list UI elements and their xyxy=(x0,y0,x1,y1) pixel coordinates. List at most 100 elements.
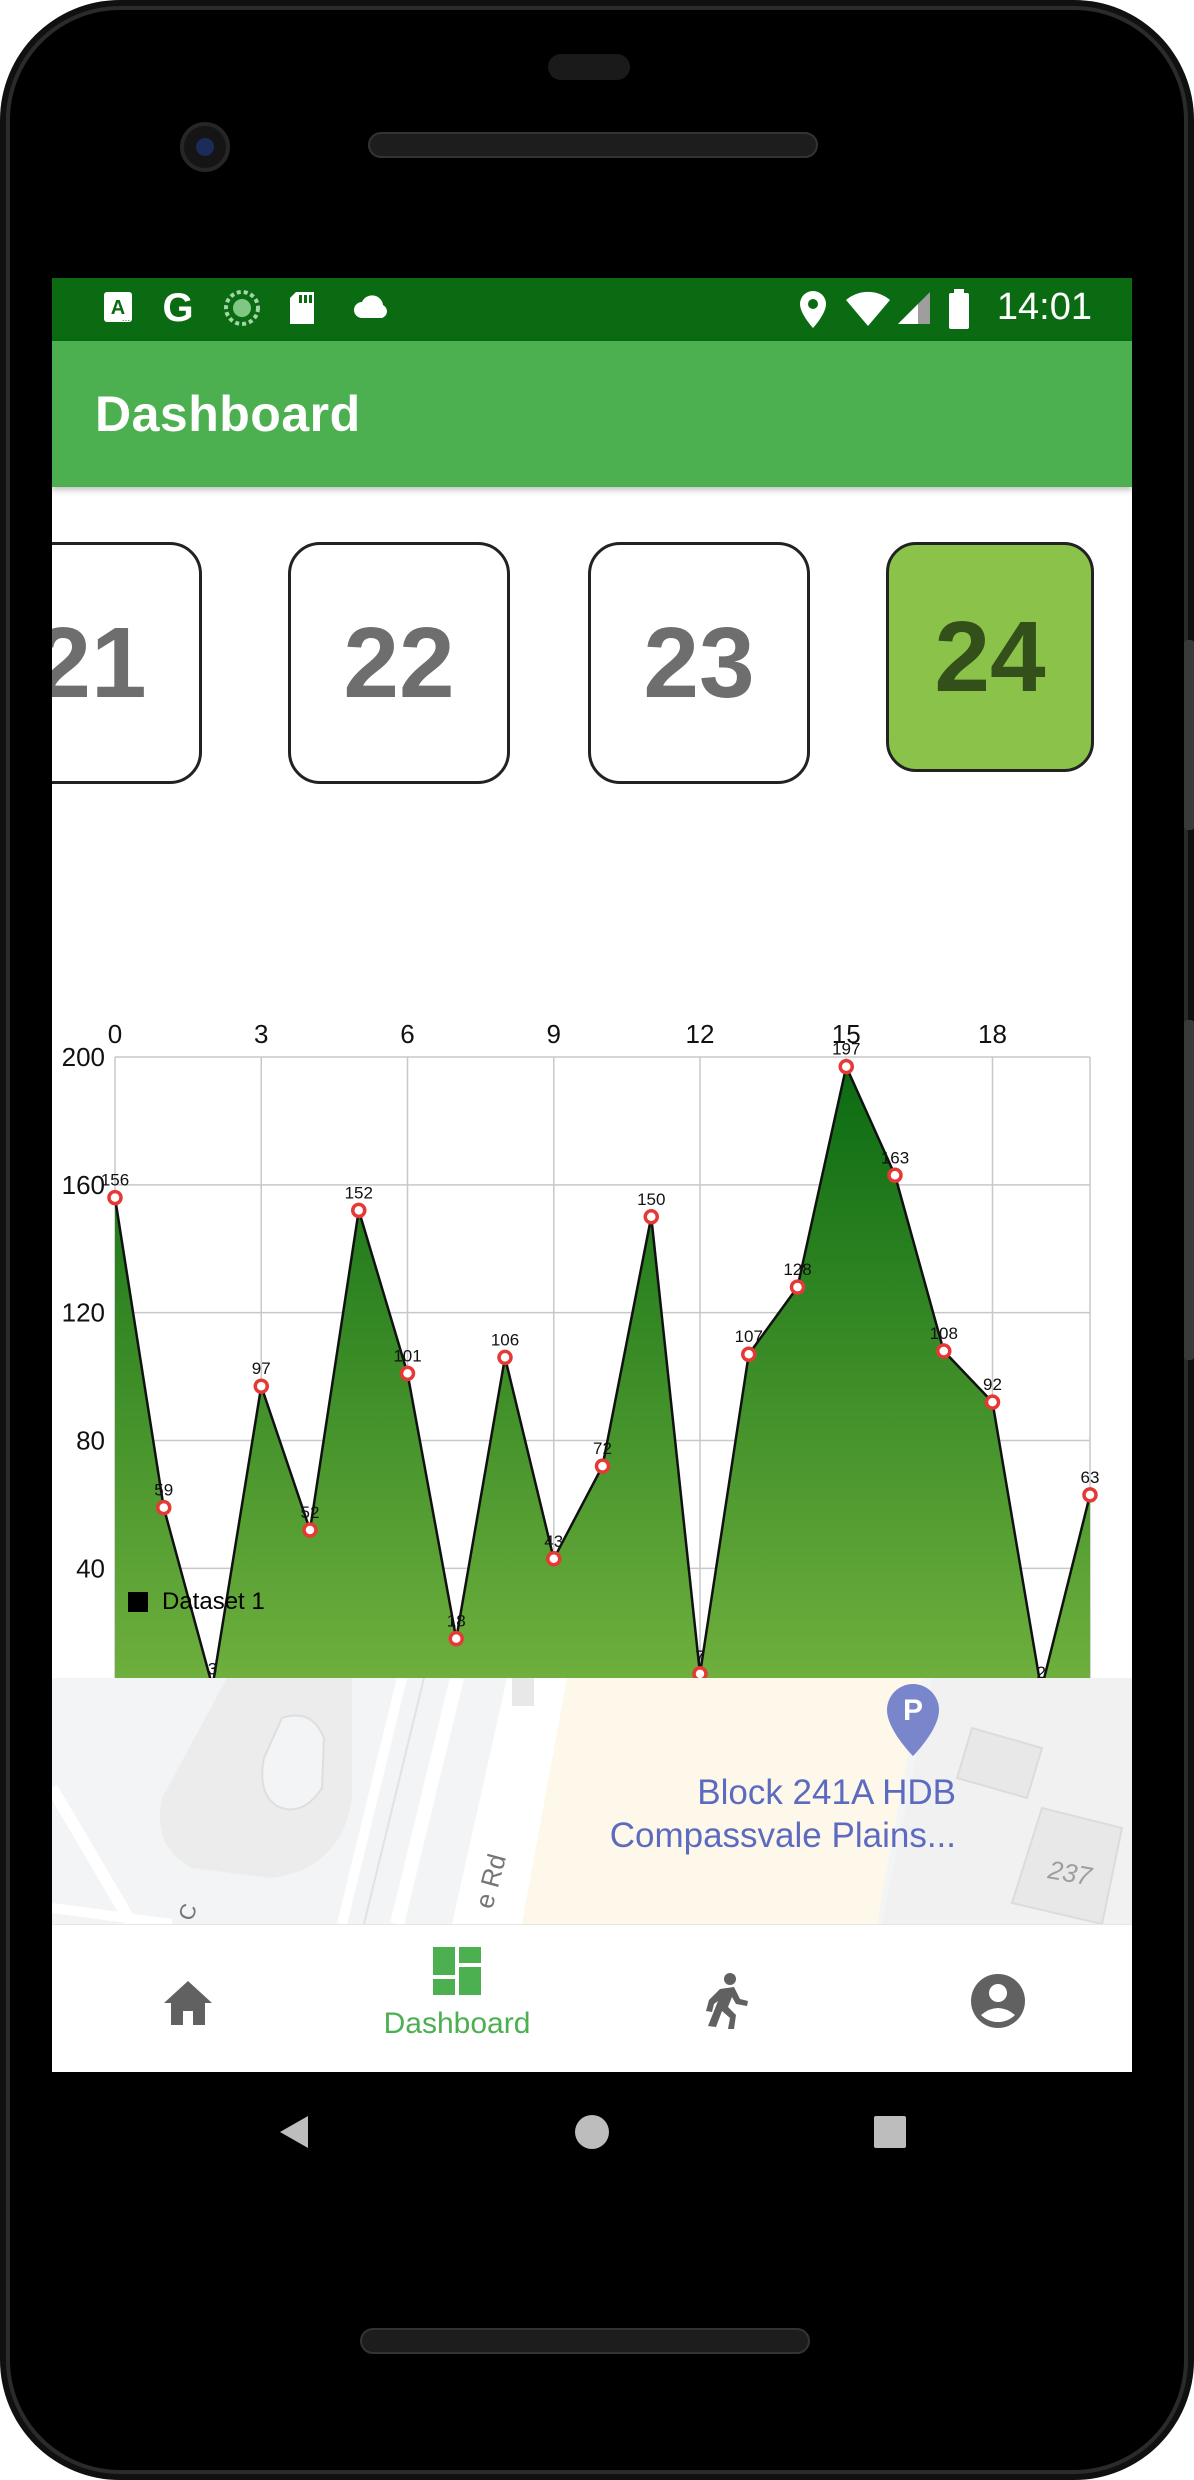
x-tick-label: 3 xyxy=(254,1019,268,1049)
nav-dashboard-label: Dashboard xyxy=(383,2007,531,2040)
running-icon xyxy=(706,1973,748,2029)
bottom-speaker xyxy=(360,2328,810,2354)
data-point xyxy=(838,1058,854,1075)
data-point xyxy=(594,1458,611,1474)
volume-button xyxy=(1184,1020,1194,1360)
map-place-label-line1: Block 241A HDB xyxy=(697,1773,956,1812)
area-chart: 20016012080400-4003691215181565939752152… xyxy=(62,1019,1100,1856)
x-tick-label: 9 xyxy=(547,1019,561,1049)
home-icon xyxy=(164,1981,212,2025)
power-button xyxy=(1184,640,1194,830)
status-clock: 14:01 xyxy=(996,286,1092,328)
nav-activity[interactable] xyxy=(592,1925,862,2072)
data-label: 43 xyxy=(544,1532,563,1551)
system-navigation xyxy=(0,2072,1194,2192)
series-area xyxy=(115,1066,1090,1856)
x-tick-label: 12 xyxy=(686,1019,715,1049)
sd-card-icon xyxy=(290,292,314,324)
x-tick-label: 0 xyxy=(108,1019,122,1049)
data-label: 197 xyxy=(832,1040,860,1059)
data-label: 63 xyxy=(1081,1468,1100,1487)
data-label: 106 xyxy=(491,1330,519,1349)
recents-icon[interactable] xyxy=(870,2112,910,2152)
map-view[interactable]: 237 e Rd C P Block 241A HDB Compassvale … xyxy=(52,1678,1132,1924)
data-point xyxy=(789,1279,806,1295)
data-label: 107 xyxy=(735,1327,763,1346)
screen: A … G 14:01 xyxy=(52,278,1132,2072)
y-tick-label: 200 xyxy=(62,1042,105,1072)
back-icon[interactable] xyxy=(274,2112,314,2152)
home-circle-icon[interactable] xyxy=(572,2112,612,2152)
nav-profile[interactable] xyxy=(862,1925,1132,2072)
data-label: 97 xyxy=(252,1359,271,1378)
map-place-label-line2: Compassvale Plains... xyxy=(609,1816,956,1855)
svg-text:G: G xyxy=(162,288,193,328)
data-point xyxy=(984,1394,1001,1410)
day-card-22[interactable]: 22 xyxy=(288,542,510,784)
svg-text:A: A xyxy=(111,297,125,319)
data-label: 163 xyxy=(881,1148,909,1167)
wifi-icon xyxy=(846,291,890,326)
earpiece-speaker xyxy=(368,132,818,158)
page-title: Dashboard xyxy=(95,386,361,442)
data-point xyxy=(936,1343,952,1359)
nav-dashboard-active[interactable]: Dashboard xyxy=(322,1925,592,2072)
data-label: 3 xyxy=(208,1660,217,1679)
y-tick-label: 120 xyxy=(62,1298,105,1328)
y-tick-label: 40 xyxy=(76,1553,105,1583)
day-number: 22 xyxy=(343,607,455,719)
x-tick-label: 6 xyxy=(400,1019,414,1049)
nav-home[interactable] xyxy=(52,1925,322,2072)
day-card-23[interactable]: 23 xyxy=(588,542,810,784)
data-point xyxy=(351,1202,367,1219)
location-icon xyxy=(800,291,826,328)
y-tick-label: 80 xyxy=(76,1426,105,1456)
data-label: 72 xyxy=(593,1439,612,1458)
data-label: 150 xyxy=(637,1190,665,1209)
status-bar: A … G 14:01 xyxy=(52,278,1132,341)
data-label: 128 xyxy=(783,1260,811,1279)
data-label: 2 xyxy=(1037,1663,1046,1682)
legend-label: Dataset 1 xyxy=(162,1588,265,1615)
data-point xyxy=(497,1349,513,1366)
data-label: 18 xyxy=(447,1612,466,1631)
parking-pin-icon[interactable]: P xyxy=(885,1682,941,1758)
day-number: 21 xyxy=(52,607,147,719)
front-camera xyxy=(180,122,230,172)
data-point xyxy=(399,1365,416,1382)
google-icon: G xyxy=(162,288,193,328)
cloud-icon xyxy=(354,295,387,318)
data-point xyxy=(887,1167,903,1184)
legend-swatch xyxy=(128,1592,148,1612)
data-point xyxy=(741,1346,757,1362)
account-icon xyxy=(971,1974,1025,2028)
data-point xyxy=(253,1378,269,1394)
app-bar: Dashboard xyxy=(52,341,1132,487)
data-label: 152 xyxy=(345,1183,373,1202)
bottom-navigation: Dashboard xyxy=(52,1924,1132,2072)
signal-icon xyxy=(898,292,930,324)
data-label: 92 xyxy=(983,1375,1002,1394)
y-tick-label: 160 xyxy=(62,1170,105,1200)
day-card-24-selected[interactable]: 24 xyxy=(886,542,1094,772)
data-label: 59 xyxy=(154,1481,173,1500)
data-label: 52 xyxy=(301,1503,320,1522)
map-background: 237 e Rd C xyxy=(52,1678,1132,1924)
svg-text:P: P xyxy=(903,1694,923,1727)
x-tick-label: 15 xyxy=(832,1019,861,1049)
data-point xyxy=(107,1189,123,1206)
data-point xyxy=(1082,1487,1098,1503)
svg-text:…: … xyxy=(122,313,131,323)
sync-icon xyxy=(224,290,260,326)
data-label: 156 xyxy=(101,1171,129,1190)
data-point xyxy=(546,1551,562,1567)
x-tick-label: 18 xyxy=(978,1019,1007,1049)
day-number: 24 xyxy=(934,601,1046,713)
data-point xyxy=(302,1522,318,1538)
data-label: 108 xyxy=(930,1324,958,1343)
proximity-sensor xyxy=(548,54,630,80)
day-card-21[interactable]: 21 xyxy=(52,542,202,784)
data-point xyxy=(156,1499,172,1516)
day-number: 23 xyxy=(643,607,755,719)
dashboard-icon xyxy=(433,1947,481,1995)
